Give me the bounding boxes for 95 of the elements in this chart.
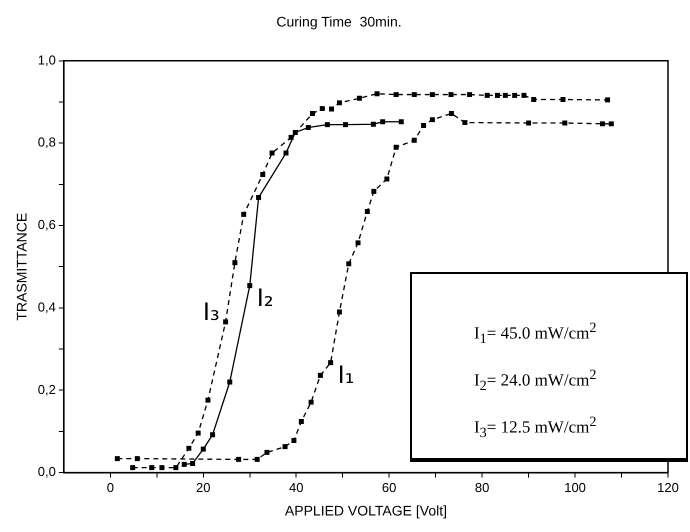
point [227, 380, 232, 384]
point [306, 125, 311, 130]
point [149, 465, 154, 470]
y-tick-label: 0,4 [38, 299, 56, 314]
point [291, 438, 296, 443]
point [282, 444, 288, 450]
point [210, 432, 216, 438]
point [356, 240, 361, 246]
y-tick-label: 0,8 [38, 134, 56, 150]
y-axis-title: TRASMITTANCE [13, 212, 30, 321]
point [448, 92, 454, 98]
point [298, 419, 304, 424]
point [336, 100, 342, 106]
legend-box: I$_{1}$= 45.0 mW/cm$^{2}$ I$_{2}$= 24.0 mW/cm$^{2}$ I$_{3}$= 12.5 mW/cm$^{2}$ [410, 272, 688, 462]
x-tick-label: 20 [196, 480, 211, 495]
point [605, 97, 610, 102]
point [526, 120, 532, 126]
series-label: I₁ [338, 360, 354, 389]
point [247, 283, 252, 288]
point [130, 465, 136, 470]
point [159, 465, 164, 470]
point [484, 92, 490, 98]
chart-title: Curing Time 30min. [276, 13, 402, 30]
point [186, 446, 192, 451]
y-tick-label: 1,0 [38, 52, 56, 68]
point [467, 92, 472, 98]
point [256, 195, 262, 200]
point [328, 360, 334, 366]
point [173, 465, 178, 470]
point [196, 430, 201, 436]
point [421, 122, 426, 128]
x-tick-label: 80 [474, 480, 490, 495]
point [462, 120, 468, 126]
point [308, 400, 314, 405]
point [384, 176, 390, 182]
point [430, 92, 435, 98]
point [241, 212, 246, 217]
x-axis-title: APPLIED VOLTAGE [Volt] [284, 502, 447, 518]
point [254, 456, 260, 462]
point [310, 111, 315, 116]
point [356, 96, 362, 101]
point [394, 92, 399, 98]
point [502, 92, 508, 98]
annotation: I$_{3}$= 12.5 mW/cm$^{2}$ [474, 413, 598, 444]
point [531, 97, 536, 102]
x-tick-label: 120 [657, 480, 679, 495]
y-tick-label: 0,0 [38, 464, 56, 480]
point [494, 92, 500, 98]
point [223, 319, 228, 324]
point [292, 130, 298, 135]
point [364, 209, 370, 214]
point [260, 172, 266, 177]
point [448, 111, 454, 116]
point [270, 150, 275, 156]
point [343, 122, 348, 128]
point [521, 92, 526, 98]
point [336, 310, 342, 314]
point [329, 106, 334, 112]
point [318, 372, 323, 378]
point [560, 97, 566, 102]
x-tick-label: 40 [288, 480, 304, 495]
y-tick-label: 0,2 [38, 382, 56, 397]
point [346, 261, 352, 266]
series-label: I₃ [202, 298, 220, 326]
point [394, 144, 399, 150]
x-tick-label: 60 [382, 480, 396, 495]
point [232, 260, 238, 266]
point [430, 117, 435, 122]
y-tick-label: 0,6 [38, 217, 56, 232]
point [284, 150, 288, 156]
point [200, 446, 206, 452]
point [236, 456, 242, 462]
point [371, 188, 376, 194]
point [374, 91, 380, 96]
point [608, 121, 614, 126]
annotation: I$_{2}$= 24.0 mW/cm$^{2}$ [474, 366, 598, 396]
point [370, 122, 376, 127]
series-label: I₂ [256, 284, 274, 312]
point [114, 456, 120, 462]
point [320, 106, 325, 112]
point [412, 92, 417, 98]
x-tick-label: 100 [564, 480, 586, 495]
point [380, 119, 386, 124]
point [264, 450, 270, 455]
x-tick-label: 0 [106, 480, 114, 495]
point [412, 138, 417, 143]
point [134, 456, 140, 462]
point [512, 92, 518, 98]
point [190, 461, 196, 466]
point [182, 462, 187, 467]
annotation: I$_{1}$= 45.0 mW/cm$^{2}$ [474, 319, 598, 350]
point [205, 398, 210, 403]
point [562, 120, 568, 126]
point [324, 122, 330, 128]
point [600, 121, 605, 126]
